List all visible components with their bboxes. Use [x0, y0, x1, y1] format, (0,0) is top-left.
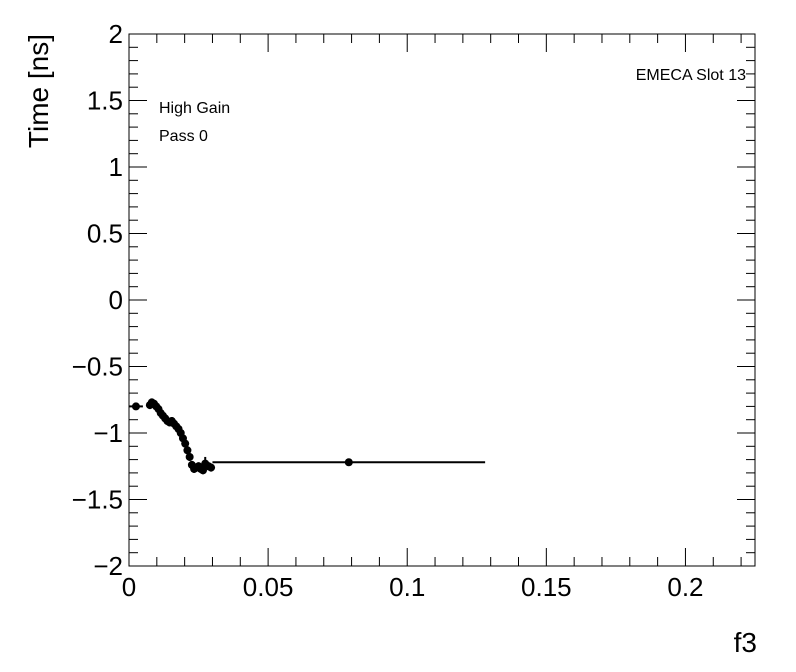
- x-tick-label: 0.15: [521, 572, 572, 602]
- y-tick-label: 2: [109, 19, 123, 49]
- data-marker: [185, 452, 194, 461]
- data-marker: [181, 439, 190, 448]
- annotation-gain: High Gain: [159, 100, 230, 117]
- y-tick-label: −2: [93, 551, 123, 581]
- x-tick-label: 0.2: [667, 572, 703, 602]
- data-point: [185, 452, 194, 461]
- y-tick-label: 0: [109, 285, 123, 315]
- axis-ticks: [128, 33, 755, 567]
- axis-tick-labels: 0 0.05 0.1 0.15 0.2 −2 −1.5 −1 −0.5 0 0.5 1 1.5 2: [72, 19, 704, 602]
- y-tick-label: −0.5: [72, 352, 123, 382]
- data-point: [181, 439, 190, 448]
- y-tick-label: −1: [93, 418, 123, 448]
- annotation-slot: EMECA Slot 13: [636, 67, 746, 84]
- data-marker: [207, 463, 216, 472]
- annotation-pass: Pass 0: [159, 128, 208, 145]
- y-tick-label: 0.5: [87, 219, 123, 249]
- x-axis-title: f3: [734, 627, 757, 658]
- data-point: [129, 402, 143, 411]
- y-tick-label: −1.5: [72, 485, 123, 515]
- data-point: [212, 458, 486, 467]
- y-tick-label: 1.5: [87, 86, 123, 116]
- y-tick-label: 1: [109, 152, 123, 182]
- data-marker: [183, 446, 192, 455]
- x-tick-label: 0.1: [389, 572, 425, 602]
- data-marker: [131, 402, 140, 411]
- data-series: [129, 398, 486, 475]
- x-tick-label: 0: [122, 572, 136, 602]
- data-point: [183, 446, 192, 455]
- y-axis-title: Time [ns]: [23, 34, 54, 148]
- x-tick-label: 0.05: [243, 572, 294, 602]
- data-point: [207, 463, 216, 472]
- data-marker: [344, 458, 353, 467]
